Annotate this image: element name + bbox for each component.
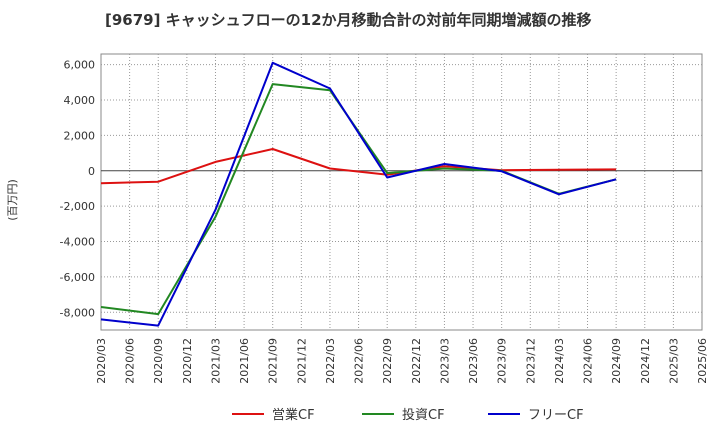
x-tick-label: 2025/06	[696, 338, 709, 384]
x-tick-label: 2023/12	[524, 338, 537, 384]
y-tick-labels: -8,000 -6,000 -4,000 -2,000 0 2,000 4,000 6,000	[60, 59, 95, 320]
series-layer	[100, 61, 617, 327]
x-tick-label: 2022/12	[410, 338, 423, 384]
x-tick-label: 2022/03	[324, 338, 337, 384]
series-line-0	[100, 148, 617, 185]
x-tick-label: 2023/03	[438, 338, 451, 384]
x-tick-label: 2024/09	[610, 338, 623, 384]
x-tick-label: 2023/09	[496, 338, 509, 384]
x-tick-labels: 2020/03 2020/06 2020/09 2020/12 2021/03 2021/…	[95, 338, 709, 384]
y-tick-label: 2,000	[64, 129, 96, 142]
y-tick-label: 0	[88, 165, 95, 178]
x-tick-label: 2023/06	[467, 338, 480, 384]
y-tick-label: -8,000	[60, 306, 95, 319]
y-tick-label: -2,000	[60, 200, 95, 213]
legend-label-2: フリーCF	[528, 408, 584, 423]
y-tick-label: 6,000	[64, 59, 96, 72]
legend-label-1: 投資CF	[402, 407, 445, 423]
x-tick-label: 2024/12	[639, 338, 652, 384]
x-tick-label: 2020/09	[152, 338, 165, 384]
series-line-2	[100, 61, 617, 327]
y-tick-label: -4,000	[60, 236, 95, 249]
chart-title: [9679] キャッシュフローの12か月移動合計の対前年同期増減額の推移	[105, 11, 592, 29]
x-tick-label: 2021/03	[209, 338, 222, 384]
y-tick-label: -6,000	[60, 271, 95, 284]
x-tick-label: 2025/03	[667, 338, 680, 384]
y-axis-label: (百万円)	[6, 179, 19, 221]
grid-layer	[100, 53, 703, 331]
x-tick-label: 2021/09	[267, 338, 280, 384]
x-tick-label: 2020/03	[95, 338, 108, 384]
x-tick-label: 2022/06	[353, 338, 366, 384]
plot-frame	[100, 53, 703, 331]
legend-label-0: 営業CF	[272, 407, 315, 423]
x-tick-label: 2021/12	[295, 338, 308, 384]
x-tick-label: 2024/06	[582, 338, 595, 384]
x-tick-label: 2024/03	[553, 338, 566, 384]
y-tick-label: 4,000	[64, 94, 96, 107]
x-tick-label: 2021/06	[238, 338, 251, 384]
x-tick-label: 2020/12	[181, 338, 194, 384]
x-tick-label: 2020/06	[124, 338, 137, 384]
legend: 営業CF 投資CF フリーCF	[232, 407, 584, 423]
x-tick-label: 2022/09	[381, 338, 394, 384]
